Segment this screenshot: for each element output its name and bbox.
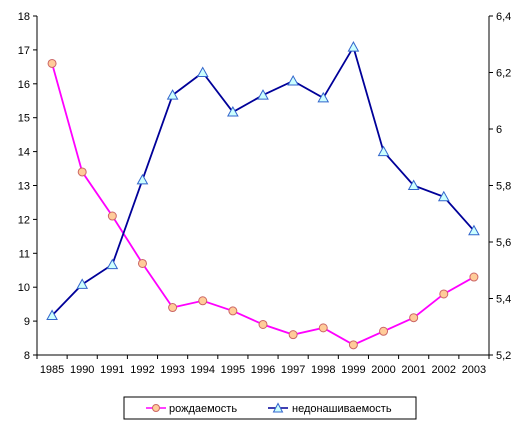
data-point <box>198 296 208 306</box>
x-tick-label: 1995 <box>221 364 245 376</box>
x-tick-label: 2002 <box>432 364 456 376</box>
data-point <box>468 224 480 236</box>
data-point <box>166 89 179 100</box>
data-point <box>348 340 358 350</box>
x-tick-label: 1998 <box>311 364 335 376</box>
data-point <box>318 323 328 333</box>
legend-marker-birth-rate <box>152 404 160 412</box>
x-axis-ticks: 1985 1990 1991 1992 1993 1994 1995 1996 1997 1998… <box>36 355 490 376</box>
data-point <box>136 173 149 185</box>
legend-label-birth-rate: рождаемость <box>169 403 237 415</box>
left-tick-label: 17 <box>18 45 30 57</box>
data-point <box>196 66 209 77</box>
data-point <box>437 190 450 202</box>
right-tick-label: 6,2 <box>496 68 511 80</box>
right-tick-label: 5,6 <box>496 237 511 249</box>
data-point <box>258 319 268 329</box>
data-point <box>347 41 360 52</box>
left-tick-label: 10 <box>18 282 30 294</box>
left-tick-label: 13 <box>18 181 30 193</box>
x-tick-label: 1991 <box>100 364 124 376</box>
legend: рождаемость недонашиваемость <box>123 396 417 420</box>
data-point <box>46 309 58 320</box>
data-point <box>76 278 89 289</box>
x-tick-label: 1999 <box>341 364 365 376</box>
x-tick-label: 1985 <box>40 364 64 376</box>
right-tick-label: 5,8 <box>496 181 511 193</box>
data-point <box>287 74 299 86</box>
data-point <box>379 326 389 336</box>
x-tick-label: 1996 <box>251 364 275 376</box>
right-tick-label: 6 <box>496 124 502 136</box>
data-point <box>137 258 147 268</box>
right-tick-label: 5,4 <box>496 294 511 306</box>
left-tick-label: 12 <box>18 214 30 226</box>
left-tick-label: 15 <box>18 113 30 125</box>
left-tick-label: 14 <box>18 147 30 159</box>
left-tick-label: 9 <box>24 316 30 328</box>
x-tick-label: 1994 <box>190 364 214 376</box>
x-tick-label: 2001 <box>401 364 425 376</box>
x-tick-label: 1997 <box>281 364 305 376</box>
series-line <box>51 44 475 317</box>
data-point <box>257 89 269 100</box>
data-point <box>47 58 57 68</box>
x-tick-label: 1993 <box>160 364 184 376</box>
left-tick-label: 16 <box>18 79 30 91</box>
data-point <box>317 91 330 103</box>
x-tick-label: 1990 <box>70 364 94 376</box>
left-tick-label: 18 <box>18 11 30 23</box>
data-point <box>107 211 117 221</box>
series-layer <box>46 41 480 350</box>
data-point <box>168 303 178 313</box>
data-point <box>407 179 420 190</box>
data-point <box>228 306 238 316</box>
data-point <box>377 145 390 157</box>
data-point <box>439 289 449 299</box>
right-tick-label: 6,4 <box>496 11 511 23</box>
legend-label-prematurity: недонашиваемость <box>292 403 392 415</box>
right-tick-label: 5,2 <box>496 350 511 362</box>
data-point <box>77 167 87 177</box>
x-tick-label: 1992 <box>130 364 154 376</box>
legend-marker-prematurity <box>272 402 284 413</box>
data-point <box>409 313 419 323</box>
series-line <box>51 63 475 346</box>
data-point <box>106 258 119 270</box>
data-point <box>288 330 298 340</box>
axes <box>36 16 490 356</box>
data-point <box>469 272 479 282</box>
data-point <box>227 106 239 117</box>
x-tick-label: 2003 <box>462 364 486 376</box>
series-birth-rate <box>47 58 479 350</box>
right-axis-ticks: 5,2 5,4 5,6 5,8 6 6,2 6,4 <box>489 11 511 362</box>
left-tick-label: 11 <box>19 248 30 260</box>
left-axis-ticks: 8 9 10 11 12 13 14 15 16 17 18 <box>18 11 37 362</box>
left-tick-label: 8 <box>24 350 30 362</box>
series-prematurity <box>46 41 480 320</box>
x-tick-label: 2000 <box>371 364 395 376</box>
